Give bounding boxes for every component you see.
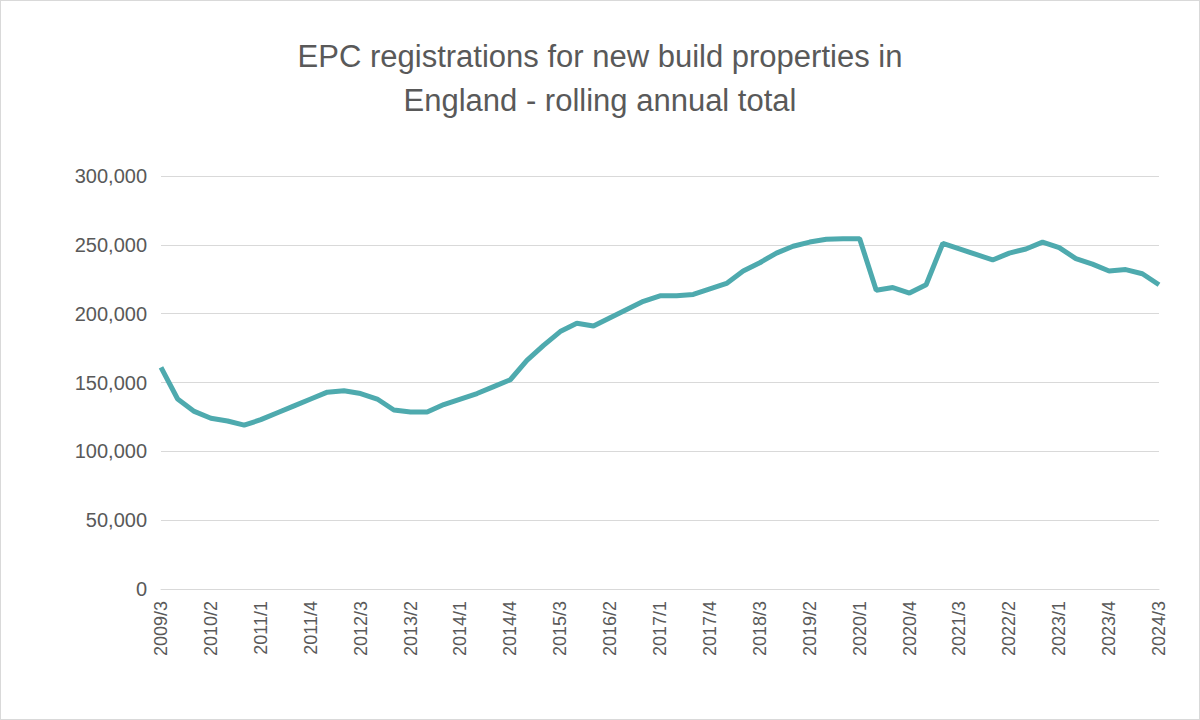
svg-text:300,000: 300,000: [75, 165, 147, 187]
svg-text:0: 0: [136, 578, 147, 600]
svg-text:2011/4: 2011/4: [301, 601, 321, 655]
svg-text:2009/3: 2009/3: [151, 601, 171, 656]
svg-text:2012/3: 2012/3: [351, 601, 371, 656]
svg-text:2017/1: 2017/1: [650, 601, 670, 656]
svg-text:2014/1: 2014/1: [450, 601, 470, 656]
svg-text:2023/1: 2023/1: [1049, 601, 1069, 656]
svg-text:100,000: 100,000: [75, 440, 147, 462]
svg-text:2013/2: 2013/2: [401, 601, 421, 656]
svg-text:250,000: 250,000: [75, 234, 147, 256]
svg-text:2020/4: 2020/4: [900, 601, 920, 656]
svg-text:2024/3: 2024/3: [1149, 601, 1169, 656]
svg-text:2014/4: 2014/4: [500, 601, 520, 656]
svg-text:2020/1: 2020/1: [850, 601, 870, 656]
svg-text:2023/4: 2023/4: [1099, 601, 1119, 656]
svg-text:2021/3: 2021/3: [949, 601, 969, 656]
svg-text:50,000: 50,000: [86, 509, 147, 531]
svg-text:EPC registrations for new buil: EPC registrations for new build properti…: [298, 39, 903, 74]
svg-text:2017/4: 2017/4: [700, 601, 720, 656]
svg-text:2011/1: 2011/1: [251, 601, 271, 655]
svg-text:2018/3: 2018/3: [750, 601, 770, 656]
svg-text:2022/2: 2022/2: [999, 601, 1019, 656]
svg-text:2010/2: 2010/2: [201, 601, 221, 656]
svg-text:2019/2: 2019/2: [800, 601, 820, 656]
svg-text:150,000: 150,000: [75, 372, 147, 394]
svg-text:200,000: 200,000: [75, 303, 147, 325]
svg-text:2015/3: 2015/3: [550, 601, 570, 656]
svg-text:2016/2: 2016/2: [600, 601, 620, 656]
svg-text:England - rolling annual total: England - rolling annual total: [404, 83, 797, 118]
